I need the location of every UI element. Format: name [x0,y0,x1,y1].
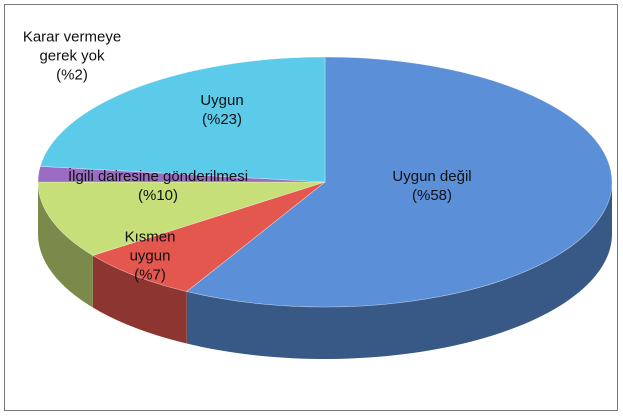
value-label: (%7) [134,266,166,284]
data-label: Karar vermeye gerek yok (%2) [2,28,142,85]
slice [37,181,326,256]
slice [186,56,613,308]
slice-side [186,182,612,360]
slice [92,181,326,292]
value-label: (%10) [137,187,178,204]
value-label: (%58) [411,187,452,204]
value-label: (%23) [201,111,242,128]
data-label: İlgili dairesine gönderilmesi (%10) [28,167,288,205]
category-label: Kısmen uygun [124,228,176,265]
slice [39,56,326,183]
category-label: İlgili dairesine gönderilmesi [67,168,249,185]
slice-side [92,255,187,344]
category-label: Karar vermeye gerek yok [22,28,122,65]
data-label: Uygun değil (%58) [357,167,507,205]
data-label: Kısmen uygun (%7) [115,228,185,285]
category-label: Uygun [200,92,244,109]
category-label: Uygun değil [392,168,472,185]
slice-side [38,182,93,308]
value-label: (%2) [56,66,88,84]
data-label: Uygun (%23) [162,91,282,129]
